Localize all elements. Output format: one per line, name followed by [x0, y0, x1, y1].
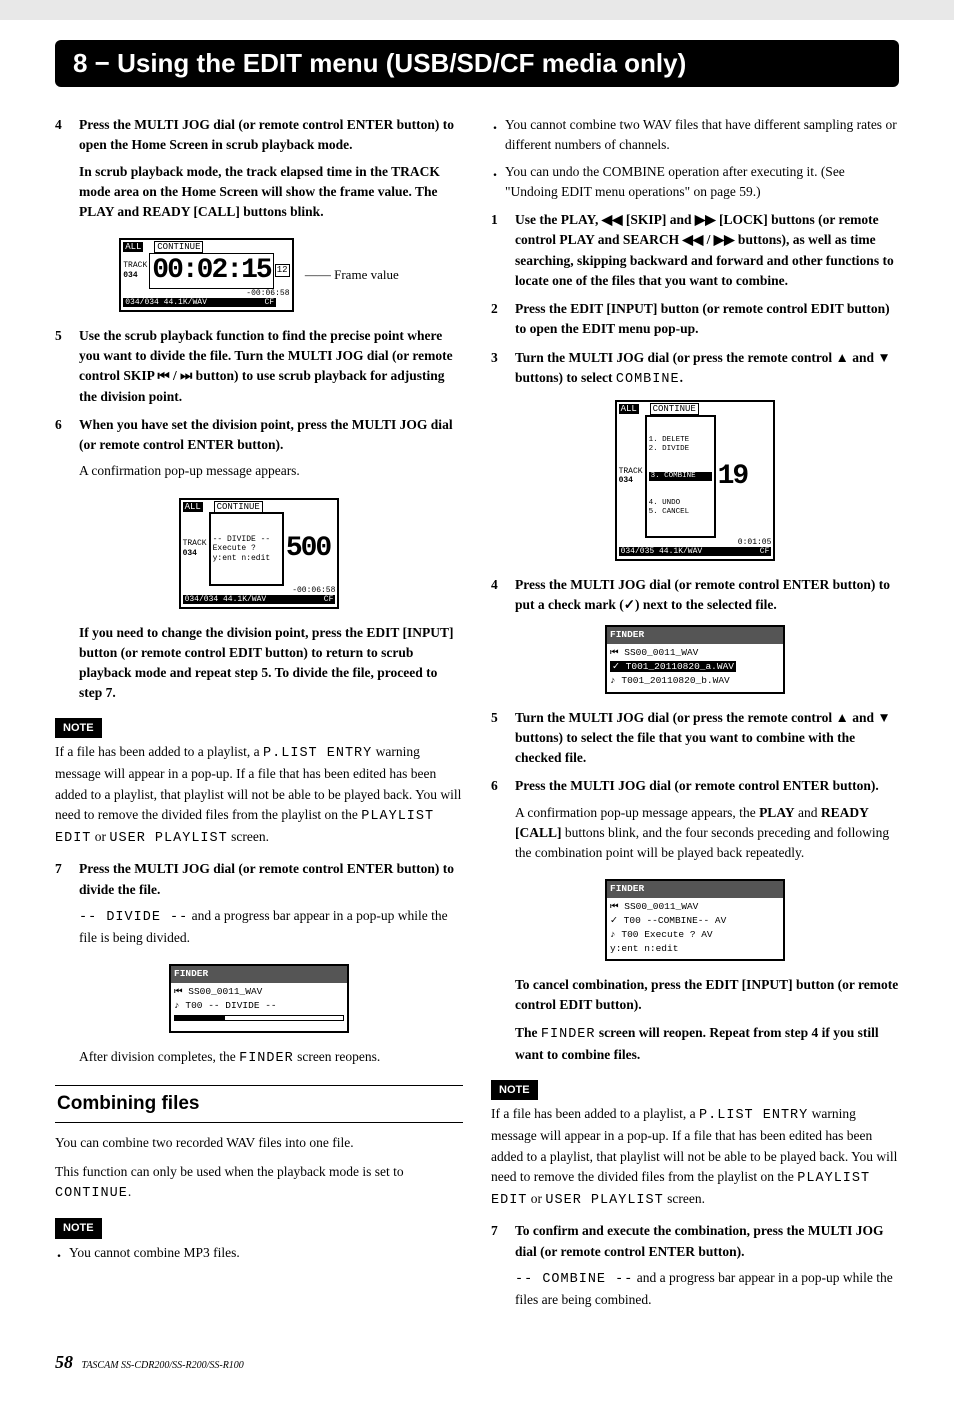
section-title-combining: Combining files: [55, 1085, 463, 1124]
right-column: You cannot combine two WAV files that ha…: [491, 115, 899, 1324]
step-number: 6: [55, 415, 79, 488]
r-step5: Turn the MULTI JOG dial (or press the re…: [515, 708, 899, 769]
frame-value-label: —— Frame value: [305, 265, 399, 285]
r-step6-after1: To cancel combination, press the EDIT [I…: [515, 975, 899, 1016]
step-number: 2: [491, 299, 515, 340]
lcd-figure-1: ALL CONTINUE TRACK034 00:02:15 12 -00:06…: [55, 238, 463, 312]
note-label: NOTE: [491, 1080, 538, 1101]
step-number: 5: [55, 326, 79, 407]
step4-p2: In scrub playback mode, the track elapse…: [79, 162, 463, 223]
step-number: 1: [491, 210, 515, 291]
step6-after: If you need to change the division point…: [79, 623, 463, 704]
r-step4: Press the MULTI JOG dial (or remote cont…: [515, 575, 899, 616]
lcd-figure-6: FINDER ⏮ SS00_0011_WAV ✓ T00 --COMBINE--…: [491, 879, 899, 960]
step7-bold: Press the MULTI JOG dial (or remote cont…: [79, 859, 463, 900]
step6-p: A confirmation pop-up message appears.: [79, 461, 463, 481]
combine-p1: You can combine two recorded WAV files i…: [55, 1133, 463, 1153]
right-bullet-1: You cannot combine two WAV files that ha…: [491, 115, 899, 156]
step-number: 5: [491, 708, 515, 769]
r-step6-bold: Press the MULTI JOG dial (or remote cont…: [515, 776, 899, 796]
step6-bold: When you have set the division point, pr…: [79, 415, 463, 456]
r-step7-p: -- COMBINE -- and a progress bar appear …: [515, 1268, 899, 1311]
footer-model: TASCAM SS-CDR200/SS-R200/SS-R100: [82, 1360, 244, 1371]
step7-after: After division completes, the FINDER scr…: [79, 1047, 463, 1069]
step-number: 4: [491, 575, 515, 616]
note-label: NOTE: [55, 718, 102, 739]
note3-body: If a file has been added to a playlist, …: [491, 1104, 899, 1211]
step-number: 7: [491, 1221, 515, 1316]
note2-list: You cannot combine MP3 files.: [55, 1243, 463, 1263]
lcd-figure-3: FINDER ⏮ SS00_0011_WAV ♪ T00 -- DIVIDE -…: [55, 964, 463, 1032]
r-step6-after2: The FINDER screen will reopen. Repeat fr…: [515, 1023, 899, 1066]
page-footer: 58 TASCAM SS-CDR200/SS-R200/SS-R100: [55, 1352, 899, 1373]
step4-p1: Press the MULTI JOG dial (or remote cont…: [79, 115, 463, 156]
combine-p2: This function can only be used when the …: [55, 1162, 463, 1205]
page-number: 58: [55, 1352, 73, 1372]
r-step3: Turn the MULTI JOG dial (or press the re…: [515, 348, 899, 391]
lcd-figure-2: ALL CONTINUE TRACK034 -- DIVIDE --Execut…: [55, 498, 463, 609]
step-number: 3: [491, 348, 515, 391]
lcd-figure-5: FINDER ⏮ SS00_0011_WAV ✓ T001_20110820_a…: [491, 625, 899, 693]
step-number: 4: [55, 115, 79, 228]
step-number: 6: [491, 776, 515, 869]
r-step2: Press the EDIT [INPUT] button (or remote…: [515, 299, 899, 340]
note2-bullet: You cannot combine MP3 files.: [55, 1243, 463, 1263]
note1-body: If a file has been added to a playlist, …: [55, 742, 463, 849]
step5-body: Use the scrub playback function to find …: [79, 326, 463, 407]
lcd-figure-4: ALL CONTINUE TRACK034 1. DELETE2. DIVIDE…: [491, 400, 899, 561]
note-label: NOTE: [55, 1218, 102, 1239]
step7-p: -- DIVIDE -- and a progress bar appear i…: [79, 906, 463, 949]
r-step6-p: A confirmation pop-up message appears, t…: [515, 803, 899, 864]
chapter-title: 8 − Using the EDIT menu (USB/SD/CF media…: [55, 40, 899, 87]
r-step7-bold: To confirm and execute the combination, …: [515, 1221, 899, 1262]
r-step1: Use the PLAY, ◀◀ [SKIP] and ▶▶ [LOCK] bu…: [515, 210, 899, 291]
right-bullet-2: You can undo the COMBINE operation after…: [491, 162, 899, 203]
left-column: 4 Press the MULTI JOG dial (or remote co…: [55, 115, 463, 1324]
step-number: 7: [55, 859, 79, 954]
